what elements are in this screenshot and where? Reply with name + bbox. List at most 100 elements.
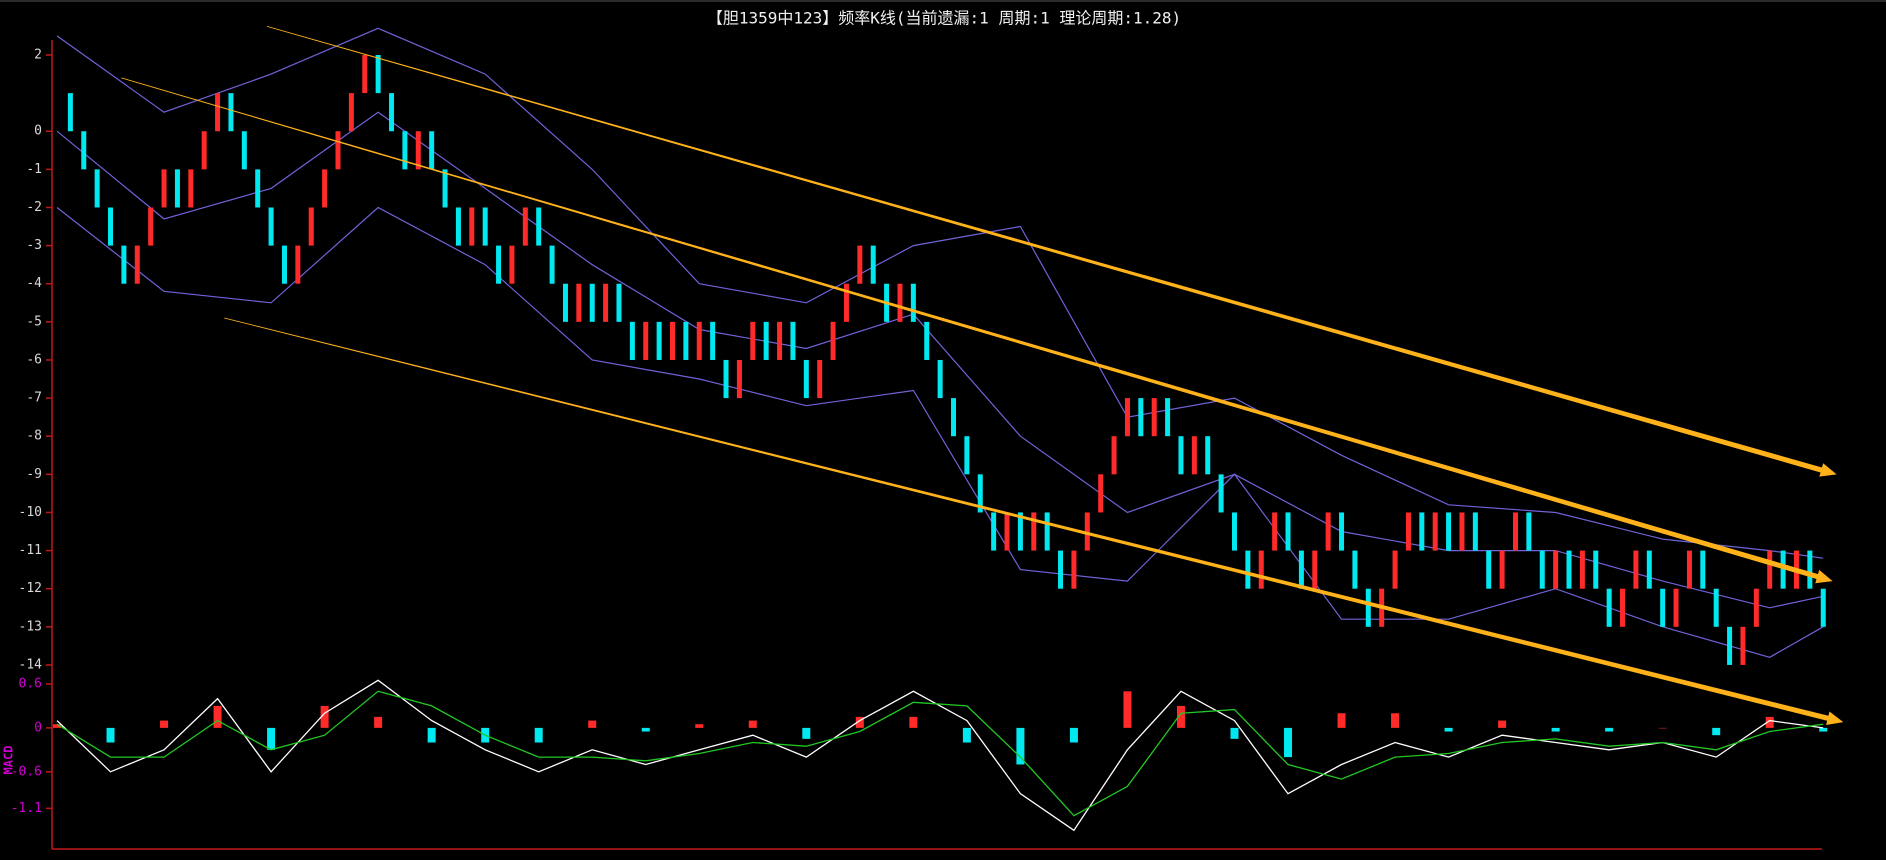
down-candle [977,474,983,513]
down-candle [455,207,461,246]
up-candle [201,131,207,170]
down-candle [964,436,970,475]
down-candle [1593,550,1599,589]
dea-line [56,690,1824,817]
macd-bar [53,724,61,728]
chart-title: 【胆1359中123】频率K线(当前遗漏:1 周期:1 理论周期:1.28) [707,9,1181,28]
up-candle [348,93,354,132]
up-candle [335,131,341,170]
macd-bar [855,716,864,728]
dif-line [56,679,1824,832]
macd-bar [1391,713,1400,728]
up-candle [1325,512,1331,551]
up-candle [696,321,702,360]
down-candle [1138,398,1144,437]
down-candle [1298,550,1304,589]
up-candle [1620,588,1626,627]
down-candle [790,321,796,360]
down-candle [1472,512,1478,551]
macd-bar [1176,705,1185,728]
macd-bar [748,720,757,728]
down-candle [94,169,100,208]
down-candle [616,283,622,322]
up-candle [603,283,609,322]
macd-bar [1444,727,1453,732]
up-candle [161,169,167,208]
up-candle [777,321,783,360]
down-candle [389,93,395,132]
up-candle [1098,474,1104,513]
y-tick-label: 0 [34,124,42,139]
y-tick-label: -2 [26,200,42,215]
down-candle [1231,512,1237,551]
up-candle [1124,398,1130,437]
band-line [56,111,1824,609]
up-candle [736,359,742,399]
y-tick-label: -7 [26,391,42,406]
macd-bar [267,727,276,750]
up-candle [830,321,836,360]
y-tick-label: 2 [34,47,42,62]
down-candle [536,207,542,246]
macd-bar [374,716,383,728]
down-candle [910,283,916,322]
down-candle [281,245,287,284]
down-candle [1526,512,1532,551]
y-tick-label: -6 [26,352,42,367]
macd-bar [1819,727,1828,732]
down-candle [1245,550,1251,589]
trend-line [266,26,1837,477]
up-candle [1767,550,1773,589]
down-candle [723,359,729,399]
up-candle [750,321,756,360]
macd-bar [213,705,222,728]
macd-bar [909,716,918,728]
down-candle [1780,550,1786,589]
up-candle [469,207,475,246]
macd-bar [106,727,115,743]
y-tick-label: -13 [19,619,42,634]
up-candle [643,321,649,360]
macd-bar [1123,691,1132,728]
down-candle [375,54,381,94]
y-tick-label: -1.1 [11,801,42,816]
macd-bar [1284,727,1293,758]
macd-bar [641,727,650,732]
down-candle [1218,474,1224,513]
up-candle [1459,512,1465,551]
down-candle [81,131,87,170]
y-tick-label: -14 [19,657,43,672]
macd-bar [1605,727,1614,732]
y-tick-label: -5 [26,314,42,329]
macd-bar [1498,720,1507,728]
down-candle [1339,512,1345,551]
up-candle [188,169,194,208]
up-candle [1633,550,1639,589]
y-tick-label: -11 [19,543,42,558]
y-tick-label: -9 [26,467,42,482]
up-candle [843,283,849,322]
up-candle [670,321,676,360]
down-candle [402,131,408,170]
trend-line [224,317,1844,726]
down-candle [763,321,769,360]
down-candle [108,207,114,246]
macd-bar [1712,727,1721,736]
down-candle [924,321,930,360]
down-candle [1486,550,1492,589]
macd-bar [1069,727,1078,743]
down-candle [710,321,716,360]
macd-bar [1337,713,1346,728]
up-candle [1312,550,1318,589]
down-candle [1352,550,1358,589]
up-candle [1553,550,1559,589]
macd-bar [1765,716,1774,728]
down-candle [1727,626,1733,665]
up-candle [308,207,314,246]
up-candle [1432,512,1438,551]
band-line [56,206,1824,658]
down-candle [1044,512,1050,551]
down-candle [1646,550,1652,589]
macd-bar [1551,727,1560,732]
